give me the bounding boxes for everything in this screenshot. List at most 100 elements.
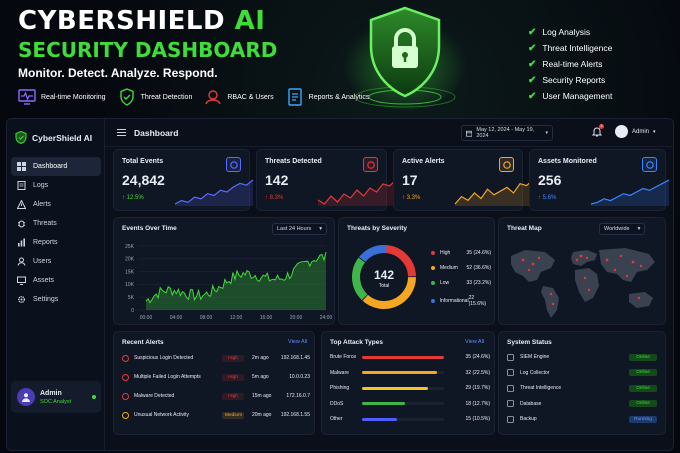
date-range-picker[interactable]: May 12, 2024 - May 19, 2024 ▾ bbox=[461, 125, 553, 141]
feature-threat-detection: Threat Detection bbox=[118, 88, 192, 106]
attack-type-row[interactable]: Brute Force 35 (24.6%) bbox=[330, 352, 490, 362]
brand[interactable]: CyberShield AI bbox=[15, 131, 92, 144]
bug-icon bbox=[18, 220, 25, 228]
kpi-delta: ↑ 5.6% bbox=[538, 195, 557, 201]
x-tick-label: 04:00 bbox=[170, 315, 183, 321]
user-menu-label: Admin bbox=[632, 128, 650, 135]
service-icon bbox=[507, 353, 514, 361]
view-all-alerts-link[interactable]: View All bbox=[288, 339, 308, 345]
kpi-card-assets-monitored[interactable]: Assets Monitored 256 ↑ 5.6% bbox=[529, 149, 670, 211]
attack-bar-track bbox=[362, 355, 444, 359]
service-icon bbox=[507, 415, 514, 423]
attack-type-row[interactable]: Phishing 29 (19.7%) bbox=[330, 383, 490, 393]
severity-total-value: 142 bbox=[373, 268, 395, 282]
attack-type-row[interactable]: DDoS 18 (12.7%) bbox=[330, 399, 490, 409]
legend-dot bbox=[431, 266, 435, 270]
y-tick-label: 10K bbox=[125, 282, 135, 288]
card-title: Top Attack Types bbox=[330, 339, 383, 346]
alert-icon bbox=[122, 411, 129, 419]
time-range-select[interactable]: Last 24 Hours ▾ bbox=[272, 223, 328, 235]
severity-total-label: Total bbox=[378, 283, 390, 289]
kpi-sparkline bbox=[454, 179, 534, 206]
y-tick-label: 5K bbox=[128, 295, 135, 301]
sidebar-item-label: Reports bbox=[33, 239, 58, 246]
feature-rbac-users: RBAC & Users bbox=[204, 88, 274, 106]
kpi-card-active-alerts[interactable]: Active Alerts 17 ↑ 3.3% bbox=[393, 149, 534, 211]
user-menu[interactable]: Admin ▾ bbox=[615, 125, 656, 138]
legend-value: 22 (15.6%) bbox=[468, 295, 487, 307]
chevron-down-icon: ▾ bbox=[545, 130, 548, 136]
avatar bbox=[17, 388, 35, 406]
hamburger-menu-icon[interactable] bbox=[117, 128, 126, 137]
sidebar-item-users[interactable]: Users bbox=[11, 252, 101, 271]
kpi-value: 24,842 bbox=[122, 172, 165, 188]
severity-legend-item: High 35 (24.6%) bbox=[431, 250, 491, 256]
legend-dot bbox=[431, 251, 435, 255]
sidebar-item-threats[interactable]: Threats bbox=[11, 214, 101, 233]
legend-label: High bbox=[440, 250, 451, 256]
kpi-delta: ↑ 3.3% bbox=[402, 195, 421, 201]
alert-row[interactable]: Unusual Network Activity Medium 20m ago 192… bbox=[122, 409, 310, 421]
sidebar-item-label: Settings bbox=[33, 296, 59, 303]
alert-ip: 172.16.0.7 bbox=[286, 393, 310, 399]
shield-logo-icon bbox=[15, 131, 27, 144]
report-icon bbox=[286, 88, 304, 106]
donut-slice-informational[interactable] bbox=[359, 245, 387, 263]
sidebar-item-label: Users bbox=[33, 258, 52, 265]
checklist-item: ✔ Real-time Alerts bbox=[528, 58, 603, 70]
world-map[interactable] bbox=[503, 242, 663, 322]
region-select[interactable]: Worldwide ▾ bbox=[599, 223, 646, 235]
kpi-sparkline bbox=[174, 179, 254, 206]
events-over-time-card: Events Over Time Last 24 Hours ▾ 25K 20K 15… bbox=[113, 217, 335, 325]
sidebar-item-logs[interactable]: Logs bbox=[11, 176, 101, 195]
donut-slice-medium[interactable] bbox=[362, 276, 416, 309]
sidebar-nav: Dashboard Logs Alerts Threats Reports Us… bbox=[11, 157, 101, 309]
sidebar-user-card[interactable]: Admin SOC Analyst bbox=[11, 381, 101, 413]
attack-type-name: Other bbox=[330, 416, 343, 422]
kpi-label: Threats Detected bbox=[265, 158, 322, 165]
kpi-card-threats-detected[interactable]: Threats Detected 142 ↑ 8.3% bbox=[256, 149, 397, 211]
kpi-card-total-events[interactable]: Total Events 24,842 ↑ 12.5% bbox=[113, 149, 254, 211]
attack-type-row[interactable]: Other 15 (10.5%) bbox=[330, 414, 490, 424]
alert-row[interactable]: Suspicious Login Detected High 2m ago 192.1… bbox=[122, 352, 310, 364]
alert-time: 2m ago bbox=[252, 355, 269, 361]
sidebar-item-reports[interactable]: Reports bbox=[11, 233, 101, 252]
check-icon: ✔ bbox=[528, 90, 537, 102]
document-icon bbox=[17, 181, 26, 190]
threats-by-severity-card: Threats by Severity 142 Total High 35 (24… bbox=[338, 217, 495, 325]
sidebar-item-dashboard[interactable]: Dashboard bbox=[11, 157, 101, 176]
kpi-delta: ↑ 12.5% bbox=[122, 195, 144, 201]
kpi-value: 17 bbox=[402, 172, 418, 188]
attack-type-row[interactable]: Malware 32 (22.5%) bbox=[330, 368, 490, 378]
alert-row[interactable]: Multiple Failed Login Attempts High 5m ago… bbox=[122, 371, 310, 383]
sidebar-item-alerts[interactable]: Alerts bbox=[11, 195, 101, 214]
hero-subtitle: SECURITY DASHBOARD bbox=[18, 38, 278, 62]
sidebar-item-assets[interactable]: Assets bbox=[11, 271, 101, 290]
service-name: SIEM Engine bbox=[520, 354, 550, 360]
feature-label: Real-time Monitoring bbox=[41, 93, 106, 101]
alert-ip: 10.0.0.23 bbox=[289, 374, 310, 380]
alert-name: Suspicious Login Detected bbox=[134, 355, 194, 361]
donut-slice-high[interactable] bbox=[383, 245, 416, 277]
checklist-item: ✔ Threat Intelligence bbox=[528, 42, 613, 54]
service-name: Database bbox=[520, 400, 542, 407]
alert-row[interactable]: Malware Detected High 15m ago 172.16.0.7 bbox=[122, 390, 310, 402]
card-title: Recent Alerts bbox=[122, 339, 164, 346]
service-status-badge: Online bbox=[629, 369, 657, 376]
chevron-down-icon: ▾ bbox=[319, 226, 323, 232]
system-status-row: SIEM Engine Online bbox=[507, 352, 657, 362]
notification-bell-icon[interactable] bbox=[592, 127, 602, 137]
users-icon bbox=[204, 88, 222, 106]
sidebar-item-settings[interactable]: Settings bbox=[11, 290, 101, 309]
view-all-attacks-link[interactable]: View All bbox=[465, 339, 485, 345]
card-title: Events Over Time bbox=[122, 225, 177, 232]
sidebar-item-label: Dashboard bbox=[33, 163, 68, 170]
donut-slice-low[interactable] bbox=[352, 257, 368, 301]
system-status-row: Threat Intelligence Online bbox=[507, 383, 657, 393]
severity-legend-item: Low 33 (23.2%) bbox=[431, 280, 491, 286]
events-area bbox=[146, 252, 326, 310]
check-icon: ✔ bbox=[528, 74, 537, 86]
severity-badge: High bbox=[222, 354, 244, 362]
kpi-label: Assets Monitored bbox=[538, 158, 597, 165]
user-icon bbox=[22, 393, 30, 402]
